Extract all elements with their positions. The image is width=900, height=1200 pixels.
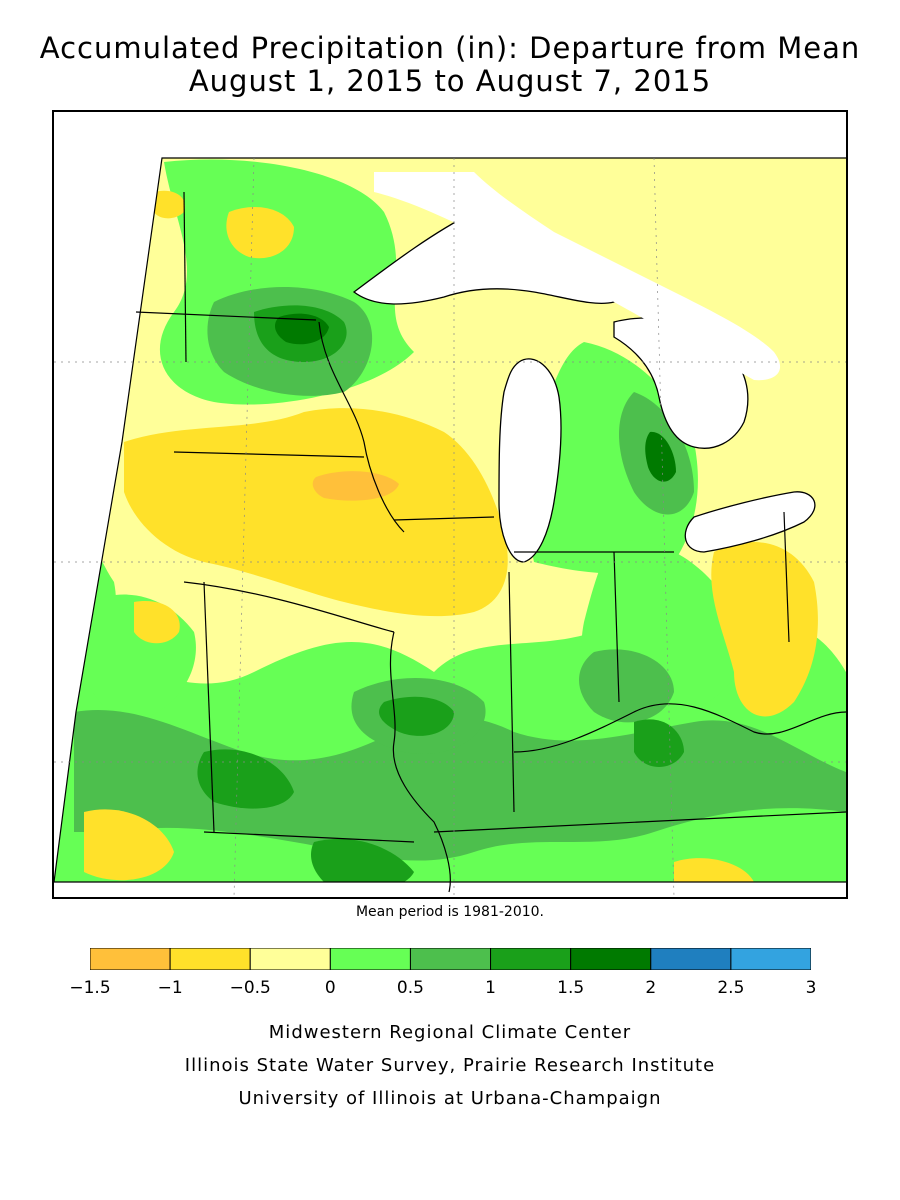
shade-yellow-north (226, 207, 294, 259)
border-in-oh (613, 551, 620, 703)
color-legend (90, 948, 811, 970)
border-tn-ky (433, 811, 846, 833)
legend-tick-label: 0 (324, 978, 336, 998)
shade-green-michigan (527, 342, 698, 574)
precipitation-map (52, 110, 848, 899)
shade-yellow-northwest (152, 190, 185, 219)
border-il-in (508, 571, 515, 813)
shade-darkest-green-michigan (645, 431, 676, 482)
legend-tick-label: 3 (805, 978, 817, 998)
border-ms-river (389, 631, 451, 893)
lake-erie (684, 491, 816, 553)
shade-yellow-southwest (84, 809, 174, 881)
border-sd-ne-ia (173, 451, 365, 458)
shade-darkest-green-north (274, 313, 329, 345)
credit-isws: Illinois State Water Survey, Prairie Res… (184, 1055, 716, 1076)
border-mo-ar (203, 831, 415, 843)
border-mn-wi (318, 321, 405, 533)
legend-tick-label: 2.5 (717, 978, 745, 998)
legend-swatches (90, 948, 811, 970)
shade-yellow-west (134, 601, 180, 644)
mean-period-note: Mean period is 1981-2010. (355, 904, 545, 920)
border-ks-mo (203, 581, 215, 833)
legend-swatch (169, 948, 251, 970)
map-svg (54, 157, 846, 897)
shade-dark-green-illinois (379, 696, 454, 736)
border-oh-pa (783, 511, 790, 643)
border-ohio-river (513, 703, 846, 753)
canada-land (374, 172, 781, 381)
legend-swatch (650, 948, 732, 970)
shade-orange-central (312, 471, 399, 501)
legend-swatch (730, 948, 811, 970)
legend-tick-label: 1 (485, 978, 496, 998)
border-nd-sd (135, 311, 317, 321)
shade-yellow-east (711, 542, 818, 717)
legend-tick-label: 2 (645, 978, 657, 998)
legend-tick-label: −1.5 (69, 978, 111, 998)
map-title: Accumulated Precipitation (in): Departur… (39, 31, 861, 65)
legend-tick-label: −1 (157, 978, 183, 998)
map-date-range: August 1, 2015 to August 7, 2015 (188, 64, 712, 98)
shade-dark-green-kentucky (634, 719, 684, 767)
graticule (54, 157, 846, 897)
legend-swatch (570, 948, 652, 970)
shade-yellow-central (124, 408, 508, 617)
credit-mrcc: Midwestern Regional Climate Center (268, 1022, 632, 1043)
legend-swatch (490, 948, 572, 970)
border-wi-il (393, 516, 495, 521)
legend-swatch (249, 948, 331, 970)
departure-field (54, 158, 846, 882)
legend-swatch (90, 948, 171, 970)
legend-swatch (409, 948, 492, 970)
border-nd-sd-mn (183, 191, 187, 363)
state-boundaries (135, 191, 846, 893)
shade-mid-green-indiana (579, 649, 674, 723)
region-outline (54, 157, 846, 883)
legend-tick-label: 0.5 (396, 978, 424, 998)
legend-tick-label: 1.5 (557, 978, 585, 998)
shade-dark-green-arkansas (311, 838, 414, 882)
shade-dark-green-missouri (197, 749, 294, 809)
legend-swatch (329, 948, 411, 970)
credit-uiuc: University of Illinois at Urbana-Champai… (238, 1088, 662, 1109)
legend-tick-label: −0.5 (229, 978, 271, 998)
border-ia-mo (183, 581, 395, 633)
shade-yellow-southeast (674, 858, 754, 882)
